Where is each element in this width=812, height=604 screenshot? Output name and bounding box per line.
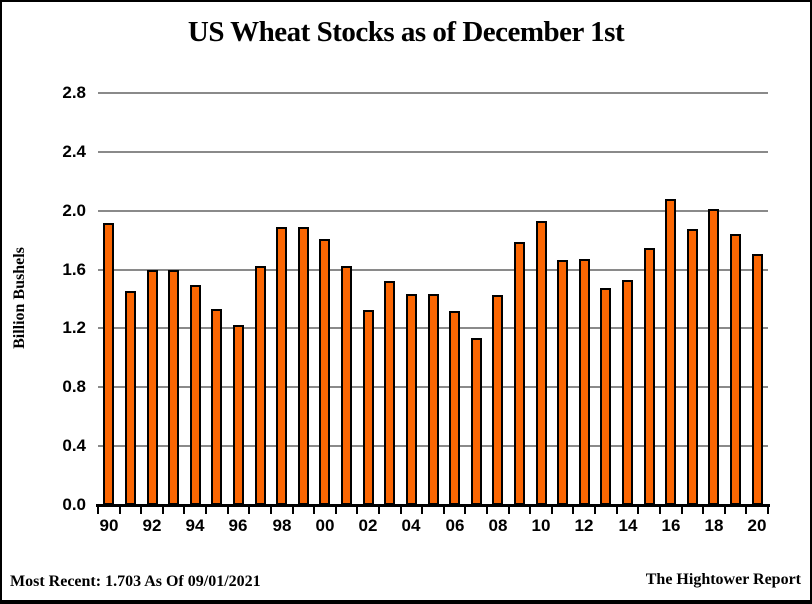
bar-18 xyxy=(708,209,719,505)
bar-00 xyxy=(319,239,330,505)
xtick-label-92: 92 xyxy=(142,516,162,535)
x-axis-tick-1 xyxy=(119,507,121,514)
bar-20 xyxy=(752,254,763,505)
ytick-label-1.6: 1.6 xyxy=(62,260,86,279)
bar-97 xyxy=(255,266,266,505)
bar-12 xyxy=(579,259,590,505)
bar-19 xyxy=(730,234,741,505)
most-recent-label: Most Recent: 1.703 As Of 09/01/2021 xyxy=(10,573,261,590)
ytick-label-0.8: 0.8 xyxy=(62,377,86,396)
xtick-label-96: 96 xyxy=(228,516,248,535)
bar-90 xyxy=(103,223,114,505)
bar-09 xyxy=(514,242,525,505)
x-axis-tick-4 xyxy=(183,507,185,514)
xtick-label-90: 90 xyxy=(99,516,119,535)
bar-15 xyxy=(644,248,655,505)
x-axis-tick-30 xyxy=(745,507,747,514)
bar-96 xyxy=(233,325,244,505)
bar-13 xyxy=(600,288,611,505)
xtick-label-94: 94 xyxy=(185,516,205,535)
bar-07 xyxy=(471,338,482,505)
x-axis-tick-3 xyxy=(162,507,164,514)
ytick-label-2.0: 2.0 xyxy=(62,201,86,220)
xtick-label-04: 04 xyxy=(401,516,421,535)
bar-11 xyxy=(557,260,568,505)
x-axis-tick-16 xyxy=(443,507,445,514)
bar-99 xyxy=(298,227,309,505)
x-axis-tick-9 xyxy=(292,507,294,514)
bar-02 xyxy=(363,310,374,505)
x-axis-tick-19 xyxy=(508,507,510,514)
x-axis-tick-10 xyxy=(313,507,315,514)
bar-94 xyxy=(190,285,201,505)
x-axis-tick-5 xyxy=(205,507,207,514)
ytick-label-0.4: 0.4 xyxy=(62,436,86,455)
x-axis-tick-8 xyxy=(270,507,272,514)
bar-08 xyxy=(492,295,503,505)
bar-03 xyxy=(384,281,395,505)
bar-01 xyxy=(341,266,352,505)
xtick-label-10: 10 xyxy=(531,516,551,535)
y-axis-title: Billion Bushels xyxy=(11,247,28,349)
x-axis-tick-23 xyxy=(594,507,596,514)
xtick-label-16: 16 xyxy=(661,516,681,535)
xtick-label-98: 98 xyxy=(272,516,292,535)
bar-92 xyxy=(147,270,158,505)
x-axis-tick-12 xyxy=(356,507,358,514)
x-axis-tick-6 xyxy=(227,507,229,514)
xtick-label-20: 20 xyxy=(747,516,767,535)
x-axis-tick-31 xyxy=(767,507,769,514)
bar-16 xyxy=(665,199,676,505)
bar-98 xyxy=(276,227,287,505)
xtick-label-00: 00 xyxy=(315,516,335,535)
xtick-label-18: 18 xyxy=(704,516,724,535)
xtick-label-08: 08 xyxy=(488,516,508,535)
bar-17 xyxy=(687,229,698,505)
bar-91 xyxy=(125,291,136,505)
x-axis-tick-13 xyxy=(378,507,380,514)
x-axis-line xyxy=(96,504,770,507)
bar-06 xyxy=(449,311,460,505)
x-axis-tick-11 xyxy=(335,507,337,514)
x-axis-tick-15 xyxy=(421,507,423,514)
x-axis-tick-14 xyxy=(400,507,402,514)
x-axis-tick-28 xyxy=(702,507,704,514)
x-axis-tick-20 xyxy=(529,507,531,514)
x-axis-tick-26 xyxy=(659,507,661,514)
x-axis-tick-25 xyxy=(637,507,639,514)
bar-14 xyxy=(622,280,633,505)
x-axis-tick-24 xyxy=(616,507,618,514)
chart-title: US Wheat Stocks as of December 1st xyxy=(187,16,625,48)
gridline-2.0 xyxy=(98,210,768,212)
ytick-label-1.2: 1.2 xyxy=(62,318,86,337)
x-axis-tick-22 xyxy=(572,507,574,514)
x-axis-tick-27 xyxy=(681,507,683,514)
x-axis-tick-18 xyxy=(486,507,488,514)
xtick-label-14: 14 xyxy=(618,516,638,535)
gridline-1.6 xyxy=(98,269,768,271)
bar-95 xyxy=(211,309,222,505)
bar-04 xyxy=(406,294,417,505)
gridline-2.4 xyxy=(98,151,768,153)
source-label: The Hightower Report xyxy=(645,571,801,588)
ytick-label-0.0: 0.0 xyxy=(62,495,86,514)
x-axis-tick-29 xyxy=(724,507,726,514)
xtick-label-12: 12 xyxy=(574,516,594,535)
x-axis-tick-7 xyxy=(248,507,250,514)
x-axis-tick-21 xyxy=(551,507,553,514)
xtick-label-02: 02 xyxy=(358,516,378,535)
x-axis-tick-17 xyxy=(464,507,466,514)
bar-05 xyxy=(428,294,439,505)
bar-93 xyxy=(168,270,179,505)
xtick-label-06: 06 xyxy=(445,516,465,535)
ytick-label-2.4: 2.4 xyxy=(62,142,86,161)
x-axis-tick-0 xyxy=(97,507,99,514)
gridline-2.8 xyxy=(98,92,768,94)
bar-10 xyxy=(536,221,547,505)
x-axis-tick-2 xyxy=(140,507,142,514)
ytick-label-2.8: 2.8 xyxy=(62,83,86,102)
